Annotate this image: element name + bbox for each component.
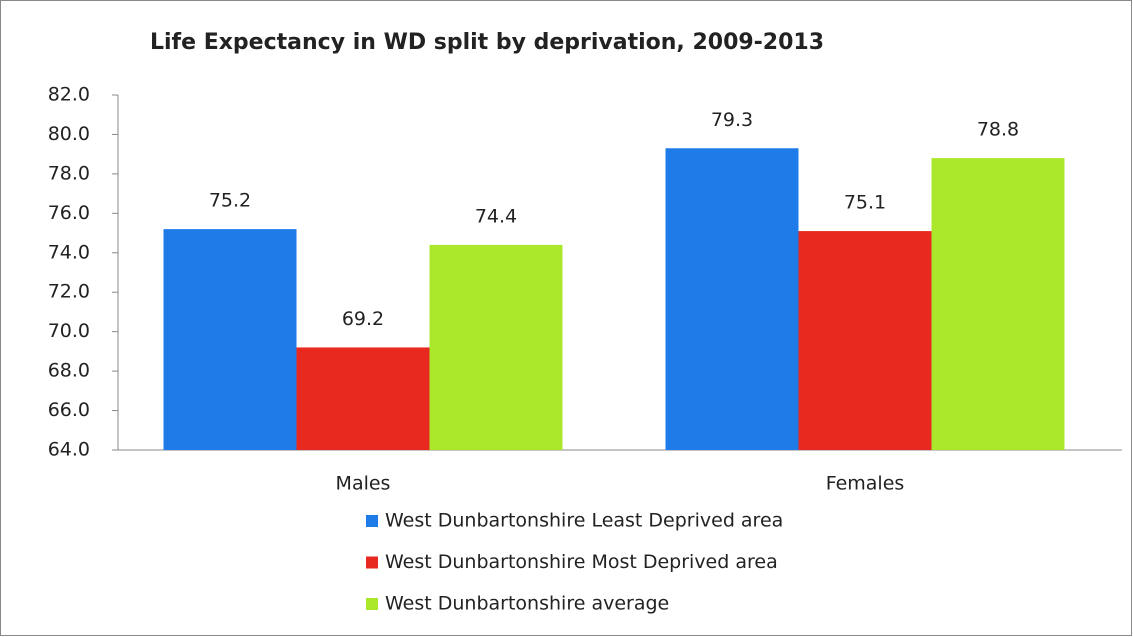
x-tick-label: Males bbox=[336, 473, 391, 495]
value-label: 75.1 bbox=[844, 192, 886, 214]
value-label: 79.3 bbox=[711, 109, 753, 131]
legend-label: West Dunbartonshire Least Deprived area bbox=[385, 510, 783, 532]
bar bbox=[798, 231, 932, 450]
y-tick-label: 66.0 bbox=[48, 399, 90, 421]
legend-swatch bbox=[366, 515, 378, 527]
y-tick-label: 76.0 bbox=[48, 202, 90, 224]
x-tick-label: Females bbox=[826, 473, 905, 495]
y-tick-label: 82.0 bbox=[48, 84, 90, 106]
y-tick-label: 64.0 bbox=[48, 439, 90, 461]
bar bbox=[429, 244, 563, 450]
bar bbox=[163, 229, 297, 450]
bar bbox=[296, 347, 430, 450]
chart-title: Life Expectancy in WD split by deprivati… bbox=[150, 30, 824, 55]
value-label: 75.2 bbox=[209, 190, 251, 212]
legend-swatch bbox=[366, 598, 378, 610]
legend-swatch bbox=[366, 556, 378, 569]
value-label: 74.4 bbox=[475, 205, 517, 227]
y-tick-label: 70.0 bbox=[48, 320, 90, 342]
legend-label: West Dunbartonshire average bbox=[385, 593, 669, 615]
legend-label: West Dunbartonshire Most Deprived area bbox=[385, 551, 778, 573]
bar bbox=[665, 148, 799, 450]
y-tick-label: 68.0 bbox=[48, 360, 90, 382]
value-label: 69.2 bbox=[342, 308, 384, 330]
value-label: 78.8 bbox=[977, 119, 1019, 141]
bar bbox=[931, 158, 1065, 450]
y-tick-label: 72.0 bbox=[48, 281, 90, 303]
y-tick-label: 78.0 bbox=[48, 162, 90, 184]
y-tick-label: 80.0 bbox=[48, 123, 90, 145]
y-tick-label: 74.0 bbox=[48, 241, 90, 263]
